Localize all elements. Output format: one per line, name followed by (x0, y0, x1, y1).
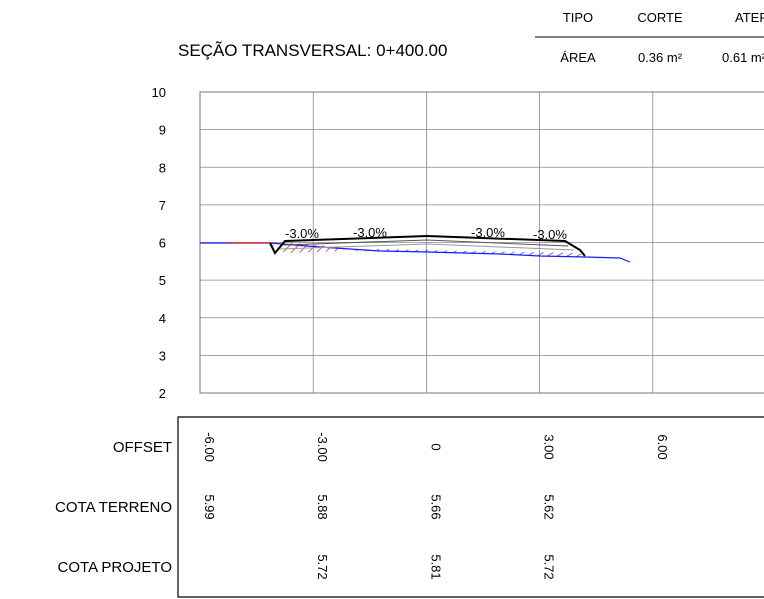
elevation-tick: 3 (159, 348, 166, 363)
area-header: CORTE (637, 10, 683, 25)
row-value: 5.99 (202, 494, 217, 519)
area-header: TIPO (563, 10, 593, 25)
slope-label: -3.0% (471, 225, 505, 240)
row-value: 5.66 (428, 494, 443, 519)
slope-label: -3.0% (285, 226, 319, 241)
pavement-layer (279, 243, 575, 251)
elevation-tick: 10 (152, 85, 166, 100)
design-surface (269, 234, 586, 257)
slope-label: -3.0% (533, 227, 567, 242)
row-label: COTA PROJETO (58, 559, 172, 576)
row-value: 5.81 (428, 554, 443, 579)
row-value: -3.00 (315, 432, 330, 462)
area-header: ATERRO (735, 10, 764, 25)
elevation-tick: 2 (159, 386, 166, 401)
row-value: 5.72 (315, 554, 330, 579)
row-value: 0 (428, 443, 443, 450)
elevation-tick: 5 (159, 273, 166, 288)
row-value: 5.88 (315, 494, 330, 519)
row-value: 5.62 (542, 494, 557, 519)
area-label: ÁREA (560, 50, 596, 65)
title: SEÇÃO TRANSVERSAL: 0+400.00 (178, 41, 447, 60)
elevation-tick: 6 (159, 236, 166, 251)
row-value: 5.72 (542, 554, 557, 579)
elevation-tick: 4 (159, 311, 166, 326)
area-value: 0.61 m² (722, 50, 764, 65)
row-label: COTA TERRENO (55, 499, 172, 516)
slope-label: -3.0% (353, 225, 387, 240)
elevation-tick: 9 (159, 123, 166, 138)
elevation-tick: 8 (159, 160, 166, 175)
row-label: OFFSET (113, 439, 172, 456)
elevation-tick: 7 (159, 198, 166, 213)
row-value: 3.00 (542, 434, 557, 459)
row-value: 6.00 (655, 434, 670, 459)
area-value: 0.36 m² (638, 50, 683, 65)
pavement-layer (282, 239, 569, 247)
row-value: -6.00 (202, 432, 217, 462)
